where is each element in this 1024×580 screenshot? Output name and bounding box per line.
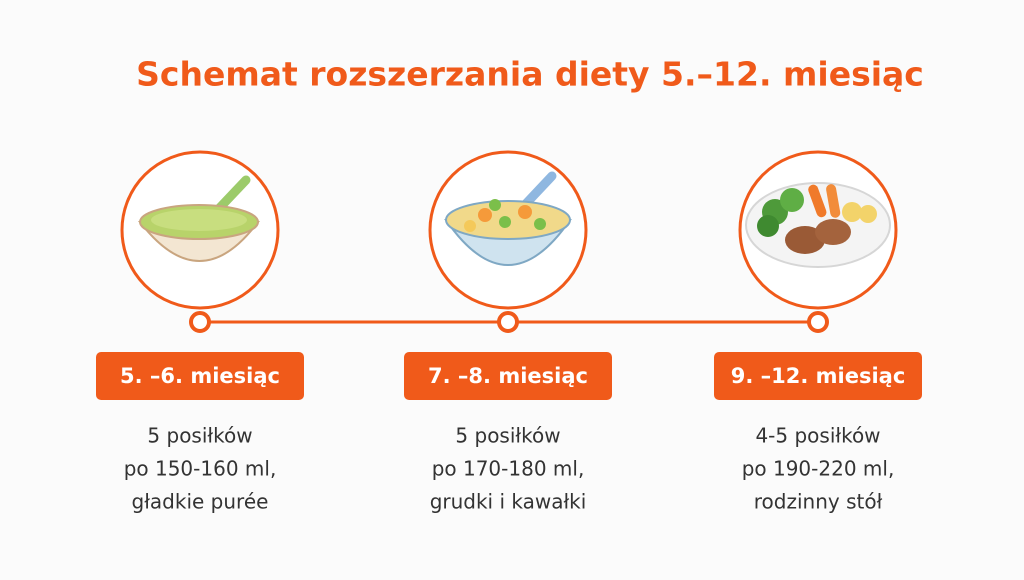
title: Schemat rozszerzania diety 5.–12. miesią… [136,55,924,94]
description-line: po 190-220 ml, [742,457,895,481]
description-line: grudki i kawałki [430,490,587,514]
description-line: 4-5 posiłków [755,424,880,448]
badge [96,352,304,400]
timeline-node [497,311,519,333]
description-line: po 150-160 ml, [124,457,277,481]
chunky-bowl-illustration [428,150,588,310]
badge-label: 7. –8. miesiąc [428,364,588,388]
badge-label: 9. –12. miesiąc [731,364,906,388]
description-line: 5 posiłków [147,424,252,448]
description-line: 5 posiłków [455,424,560,448]
badge-label: 5. –6. miesiąc [120,364,280,388]
description-line: rodzinny stół [754,490,883,514]
badge [714,352,922,400]
timeline-node [807,311,829,333]
puree-illustration [120,150,280,310]
description-line: po 170-180 ml, [432,457,585,481]
timeline-node [189,311,211,333]
plate-illustration [738,150,898,310]
stages: 5. –6. miesiąc 5 posiłków po 150-160 ml, gł… [96,311,922,514]
badge [404,352,612,400]
description-line: gładkie purée [132,490,269,514]
